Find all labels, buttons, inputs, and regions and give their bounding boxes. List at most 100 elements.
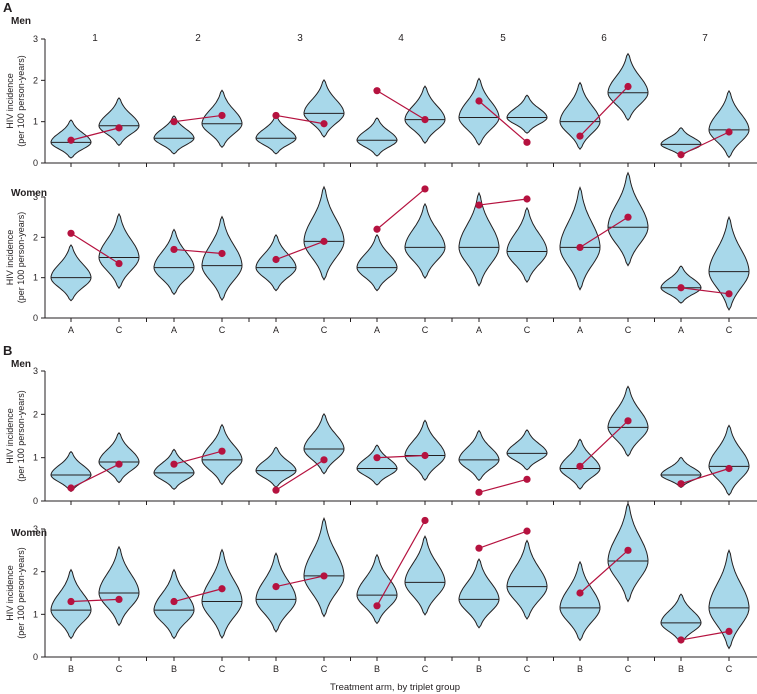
observed-point [475, 488, 483, 496]
group-label: 1 [92, 33, 98, 44]
observed-point [373, 602, 381, 610]
observed-point [373, 225, 381, 233]
group-5 [458, 429, 548, 496]
arm-label: A [273, 325, 279, 335]
arm-label: B [577, 664, 583, 674]
violin-a [458, 77, 500, 146]
observed-point [272, 255, 280, 264]
arm-label: A [171, 325, 177, 335]
y-tick-label: 0 [33, 496, 38, 506]
observed-connector [376, 188, 426, 230]
violin-c [506, 206, 548, 283]
y-tick-label: 1 [33, 117, 38, 127]
x-axis-title: Treatment arm, by triplet group [330, 682, 460, 693]
violin-c [708, 548, 750, 650]
violin-b [356, 444, 398, 486]
violin-c [201, 548, 243, 639]
observed-point [67, 136, 75, 144]
observed-connector [579, 420, 629, 467]
observed-point [421, 451, 429, 460]
observed-point [523, 527, 531, 535]
arm-label: B [678, 664, 684, 674]
observed-point [624, 417, 632, 425]
observed-point [421, 516, 429, 525]
observed-point [523, 138, 531, 146]
group-6: 6 [559, 33, 649, 151]
observed-point [115, 259, 123, 268]
observed-point [115, 124, 123, 132]
arm-label: C [726, 325, 733, 335]
y-axis-title: HIV incidence [5, 230, 15, 286]
arm-label: B [374, 664, 380, 674]
observed-point [170, 118, 178, 126]
violin-a [50, 244, 92, 302]
violin-c [303, 412, 345, 475]
violin-c [98, 545, 140, 627]
observed-point [677, 284, 685, 292]
y-tick-label: 3 [33, 192, 38, 202]
group-label: 3 [297, 33, 303, 44]
observed-point [677, 636, 685, 644]
observed-point [475, 544, 483, 552]
arm-label: C [321, 664, 328, 674]
observed-point [170, 460, 178, 468]
observed-connector [275, 575, 325, 588]
observed-point [218, 111, 226, 120]
observed-connector [70, 127, 120, 141]
subplot-title: Women [11, 188, 47, 199]
y-tick-label: 2 [33, 232, 38, 242]
observed-point [115, 460, 123, 468]
subplot-b-women: Women 0 1 2 3 HIV incidence (per 100 person-ye… [5, 502, 757, 674]
observed-connector [478, 100, 528, 143]
violin-a [255, 115, 297, 155]
violin-b [255, 446, 297, 488]
violin-c [506, 539, 548, 620]
group-5: 5 [458, 33, 548, 146]
arm-label: B [68, 664, 74, 674]
arm-label: C [219, 325, 226, 335]
y-axis-subtitle: (per 100 person-years) [16, 390, 26, 482]
violin-a [458, 191, 500, 287]
arm-label: B [273, 664, 279, 674]
arm-label: C [422, 325, 429, 335]
group-2 [153, 423, 243, 490]
observed-point [272, 111, 280, 120]
observed-connector [579, 216, 629, 248]
observed-point [320, 237, 328, 245]
y-tick-label: 2 [33, 409, 38, 419]
observed-point [272, 583, 280, 591]
violin-b [458, 429, 500, 482]
observed-connector [70, 463, 120, 489]
observed-point [677, 480, 685, 488]
y-tick-label: 3 [33, 366, 38, 376]
arm-label: A [577, 325, 583, 335]
observed-point [576, 589, 584, 597]
observed-point [576, 462, 584, 470]
panel-letter-b: B [3, 343, 12, 358]
y-tick-label: 1 [33, 609, 38, 619]
observed-connector [70, 232, 120, 265]
observed-point [576, 243, 584, 252]
observed-connector [680, 467, 730, 485]
group-label: 2 [195, 33, 201, 44]
group-1 [50, 432, 140, 493]
group-label: 5 [500, 33, 506, 44]
observed-connector [173, 248, 223, 255]
violin-c [506, 94, 548, 134]
violin-a [356, 234, 398, 292]
y-axis-title: HIV incidence [5, 408, 15, 464]
observed-point [170, 245, 178, 254]
observed-connector [680, 131, 730, 156]
violin-b [153, 448, 195, 490]
y-tick-label: 2 [33, 567, 38, 577]
y-tick-label: 0 [33, 313, 38, 323]
observed-point [523, 475, 531, 483]
observed-point [725, 464, 733, 473]
violin-c [404, 535, 446, 616]
observed-connector [478, 478, 528, 493]
